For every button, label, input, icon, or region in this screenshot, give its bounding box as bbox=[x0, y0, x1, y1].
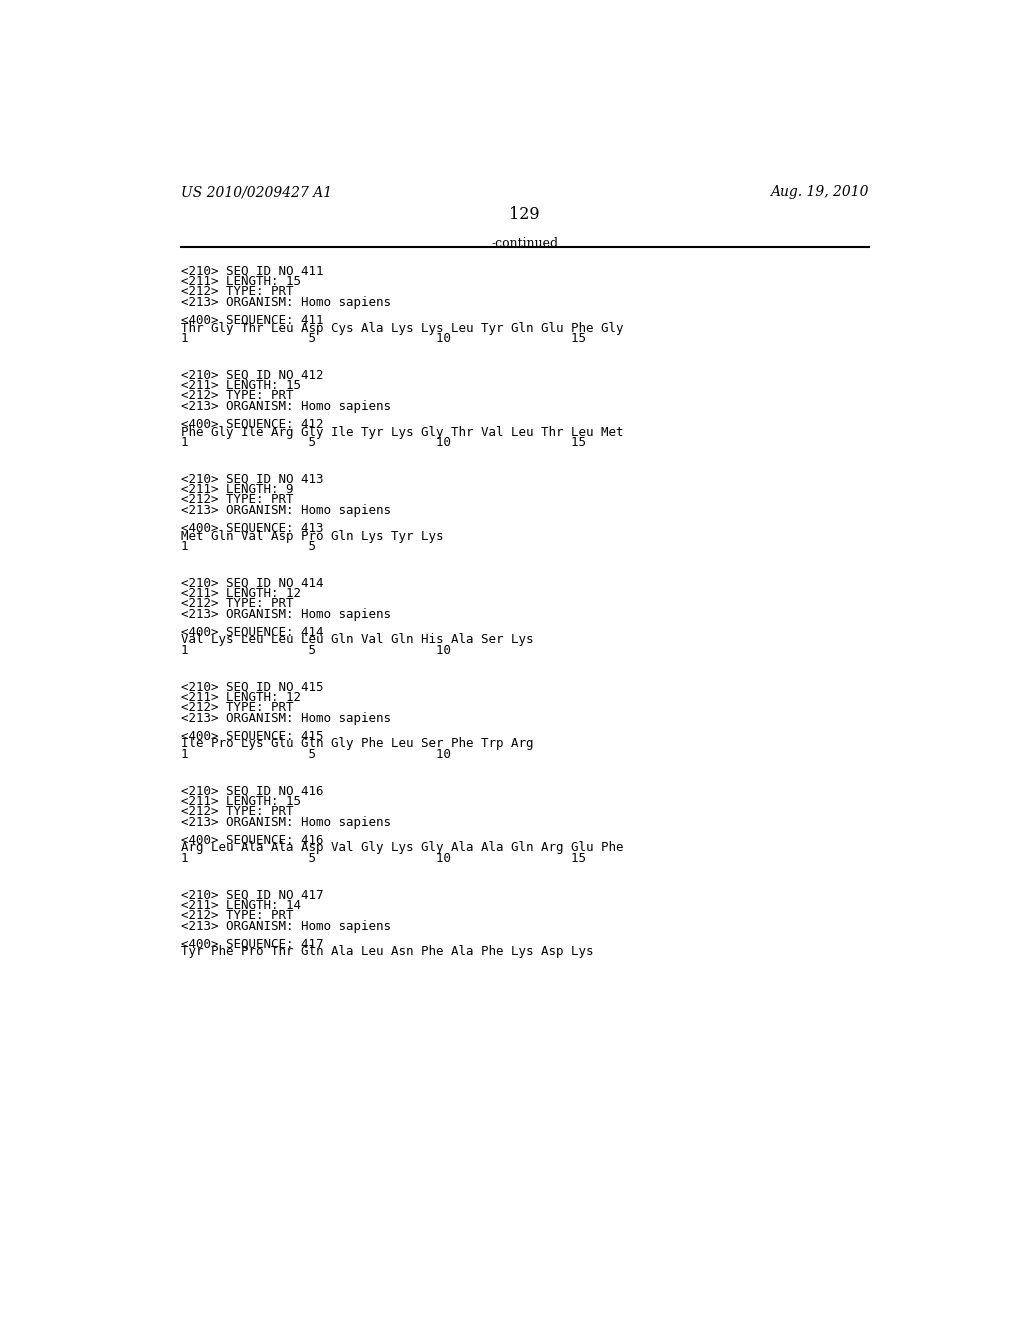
Text: <211> LENGTH: 12: <211> LENGTH: 12 bbox=[180, 690, 301, 704]
Text: Val Lys Leu Leu Leu Gln Val Gln His Ala Ser Lys: Val Lys Leu Leu Leu Gln Val Gln His Ala … bbox=[180, 634, 534, 647]
Text: <211> LENGTH: 9: <211> LENGTH: 9 bbox=[180, 483, 293, 496]
Text: Phe Gly Ile Arg Gly Ile Tyr Lys Gly Thr Val Leu Thr Leu Met: Phe Gly Ile Arg Gly Ile Tyr Lys Gly Thr … bbox=[180, 425, 624, 438]
Text: <210> SEQ ID NO 411: <210> SEQ ID NO 411 bbox=[180, 264, 324, 277]
Text: 1                5                10                15: 1 5 10 15 bbox=[180, 333, 586, 345]
Text: <212> TYPE: PRT: <212> TYPE: PRT bbox=[180, 389, 293, 403]
Text: 1                5                10                15: 1 5 10 15 bbox=[180, 436, 586, 449]
Text: 129: 129 bbox=[510, 206, 540, 223]
Text: <213> ORGANISM: Homo sapiens: <213> ORGANISM: Homo sapiens bbox=[180, 400, 391, 413]
Text: Thr Gly Thr Leu Asp Cys Ala Lys Lys Leu Tyr Gln Glu Phe Gly: Thr Gly Thr Leu Asp Cys Ala Lys Lys Leu … bbox=[180, 322, 624, 335]
Text: <400> SEQUENCE: 416: <400> SEQUENCE: 416 bbox=[180, 834, 324, 846]
Text: <212> TYPE: PRT: <212> TYPE: PRT bbox=[180, 701, 293, 714]
Text: <211> LENGTH: 15: <211> LENGTH: 15 bbox=[180, 795, 301, 808]
Text: Ile Pro Lys Glu Gln Gly Phe Leu Ser Phe Trp Arg: Ile Pro Lys Glu Gln Gly Phe Leu Ser Phe … bbox=[180, 738, 534, 751]
Text: <210> SEQ ID NO 416: <210> SEQ ID NO 416 bbox=[180, 784, 324, 797]
Text: <400> SEQUENCE: 411: <400> SEQUENCE: 411 bbox=[180, 314, 324, 327]
Text: Aug. 19, 2010: Aug. 19, 2010 bbox=[770, 185, 869, 199]
Text: <211> LENGTH: 15: <211> LENGTH: 15 bbox=[180, 275, 301, 288]
Text: <210> SEQ ID NO 417: <210> SEQ ID NO 417 bbox=[180, 888, 324, 902]
Text: 1                5                10: 1 5 10 bbox=[180, 644, 451, 657]
Text: <210> SEQ ID NO 414: <210> SEQ ID NO 414 bbox=[180, 577, 324, 590]
Text: Met Gln Val Asp Pro Gln Lys Tyr Lys: Met Gln Val Asp Pro Gln Lys Tyr Lys bbox=[180, 529, 443, 543]
Text: <212> TYPE: PRT: <212> TYPE: PRT bbox=[180, 909, 293, 923]
Text: <213> ORGANISM: Homo sapiens: <213> ORGANISM: Homo sapiens bbox=[180, 504, 391, 516]
Text: <213> ORGANISM: Homo sapiens: <213> ORGANISM: Homo sapiens bbox=[180, 816, 391, 829]
Text: <212> TYPE: PRT: <212> TYPE: PRT bbox=[180, 494, 293, 507]
Text: <213> ORGANISM: Homo sapiens: <213> ORGANISM: Homo sapiens bbox=[180, 296, 391, 309]
Text: US 2010/0209427 A1: US 2010/0209427 A1 bbox=[180, 185, 332, 199]
Text: Tyr Phe Pro Thr Gln Ala Leu Asn Phe Ala Phe Lys Asp Lys: Tyr Phe Pro Thr Gln Ala Leu Asn Phe Ala … bbox=[180, 945, 593, 958]
Text: 1                5                10: 1 5 10 bbox=[180, 748, 451, 760]
Text: <210> SEQ ID NO 415: <210> SEQ ID NO 415 bbox=[180, 681, 324, 693]
Text: <212> TYPE: PRT: <212> TYPE: PRT bbox=[180, 598, 293, 610]
Text: <400> SEQUENCE: 414: <400> SEQUENCE: 414 bbox=[180, 626, 324, 639]
Text: Arg Leu Ala Ala Asp Val Gly Lys Gly Ala Ala Gln Arg Glu Phe: Arg Leu Ala Ala Asp Val Gly Lys Gly Ala … bbox=[180, 841, 624, 854]
Text: <211> LENGTH: 12: <211> LENGTH: 12 bbox=[180, 587, 301, 599]
Text: -continued: -continued bbox=[492, 238, 558, 249]
Text: 1                5: 1 5 bbox=[180, 540, 315, 553]
Text: <210> SEQ ID NO 412: <210> SEQ ID NO 412 bbox=[180, 368, 324, 381]
Text: <212> TYPE: PRT: <212> TYPE: PRT bbox=[180, 285, 293, 298]
Text: 1                5                10                15: 1 5 10 15 bbox=[180, 851, 586, 865]
Text: <211> LENGTH: 15: <211> LENGTH: 15 bbox=[180, 379, 301, 392]
Text: <212> TYPE: PRT: <212> TYPE: PRT bbox=[180, 805, 293, 818]
Text: <213> ORGANISM: Homo sapiens: <213> ORGANISM: Homo sapiens bbox=[180, 607, 391, 620]
Text: <211> LENGTH: 14: <211> LENGTH: 14 bbox=[180, 899, 301, 912]
Text: <400> SEQUENCE: 412: <400> SEQUENCE: 412 bbox=[180, 418, 324, 430]
Text: <213> ORGANISM: Homo sapiens: <213> ORGANISM: Homo sapiens bbox=[180, 920, 391, 932]
Text: <210> SEQ ID NO 413: <210> SEQ ID NO 413 bbox=[180, 473, 324, 486]
Text: <400> SEQUENCE: 417: <400> SEQUENCE: 417 bbox=[180, 937, 324, 950]
Text: <400> SEQUENCE: 413: <400> SEQUENCE: 413 bbox=[180, 521, 324, 535]
Text: <400> SEQUENCE: 415: <400> SEQUENCE: 415 bbox=[180, 730, 324, 743]
Text: <213> ORGANISM: Homo sapiens: <213> ORGANISM: Homo sapiens bbox=[180, 711, 391, 725]
